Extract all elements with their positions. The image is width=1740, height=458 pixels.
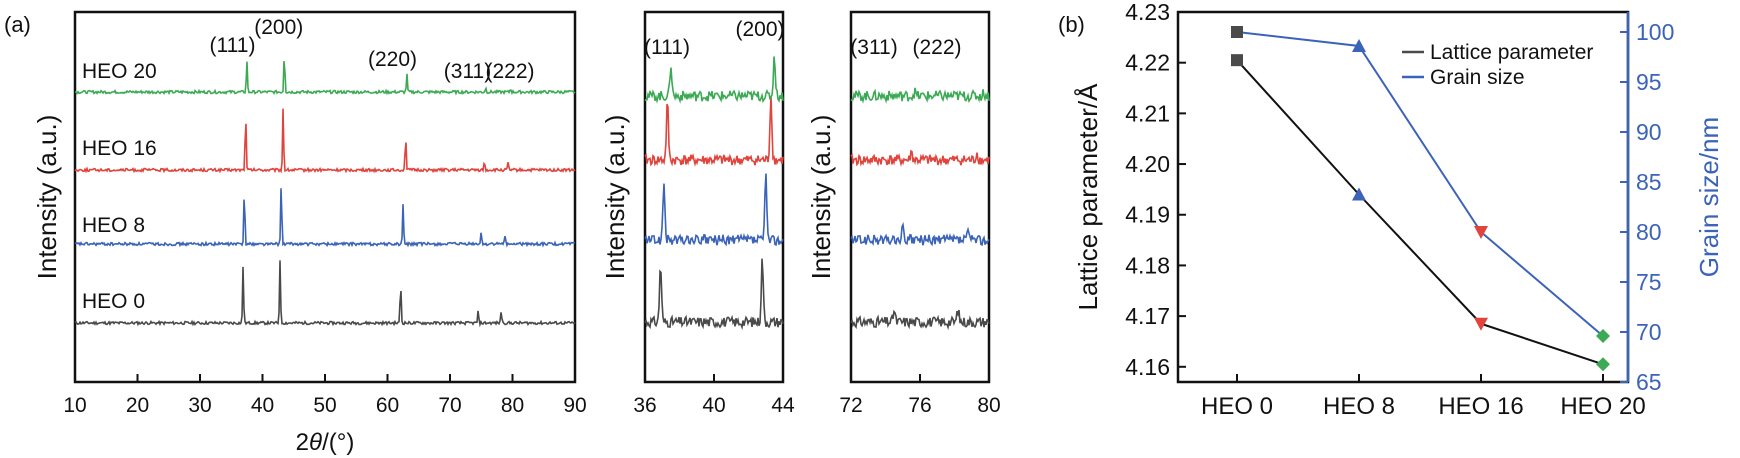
lattice-ytick-label: 4.19 xyxy=(1125,202,1170,228)
marker-lattice-parameter xyxy=(1596,357,1610,372)
legend-entry: Lattice parameter xyxy=(1430,41,1593,64)
xrd-full-xlabel: 2θ/(°) xyxy=(296,429,355,456)
xrd-full-xtick-label: 60 xyxy=(376,394,399,417)
xrd-z1-series-heo-8 xyxy=(644,173,784,247)
marker-grain-size xyxy=(1231,26,1243,38)
xrd-full-annotation: (111) xyxy=(210,34,256,57)
xrd-z1-series-heo-20 xyxy=(644,56,784,104)
lattice-ytick-label: 4.23 xyxy=(1125,0,1170,25)
xlabel-suffix: /(°) xyxy=(322,429,354,456)
lattice-ytick-label: 4.17 xyxy=(1125,303,1170,329)
xrd-full-xtick-label: 80 xyxy=(501,394,524,417)
series-label-heo-8: HEO 8 xyxy=(82,214,145,237)
xrd-z2-series-heo-8 xyxy=(850,221,990,247)
xrd-zoom-1-plot: 36 40 44 (111) (200) Intensity (a.u.) xyxy=(600,10,795,417)
grain-ytick-label: 100 xyxy=(1636,19,1674,45)
marker-lattice-parameter xyxy=(1231,54,1243,67)
xrd-z2-xtick-label: 72 xyxy=(839,394,862,417)
lattice-ytick-label: 4.16 xyxy=(1125,354,1170,380)
xrd-z2-series-heo-20 xyxy=(850,87,990,104)
panel-label-b: (b) xyxy=(1058,12,1085,37)
xrd-z1-annotation: (111) xyxy=(644,36,690,59)
xrd-z2-xtick-label: 76 xyxy=(908,394,931,417)
lattice-grain-frame xyxy=(1176,10,1630,384)
xrd-zoom-2-plot: 72 76 80 (311) (222) Intensity (a.u.) xyxy=(806,10,1001,417)
xrd-z2-annotation: (222) xyxy=(912,36,961,59)
xrd-full-series-heo-0 xyxy=(74,260,576,328)
xrd-full-series-heo-16 xyxy=(74,108,576,174)
category-tick-label: HEO 16 xyxy=(1438,393,1523,420)
legend-entry: Grain size xyxy=(1430,66,1525,89)
xrd-z2-xtick-label: 80 xyxy=(977,394,1000,417)
xrd-z2-series-heo-16 xyxy=(850,149,990,168)
series-label-heo-0: HEO 0 xyxy=(82,290,145,313)
xrd-zoom-1-ylabel: Intensity (a.u.) xyxy=(600,115,630,280)
xrd-full-xtick-label: 90 xyxy=(563,394,586,417)
lattice-ytick-label: 4.22 xyxy=(1125,50,1170,76)
marker-grain-size xyxy=(1474,226,1488,239)
xrd-z1-series-heo-16 xyxy=(644,95,784,168)
xrd-full-xtick-label: 30 xyxy=(188,394,211,417)
grain-ytick-label: 85 xyxy=(1636,169,1662,195)
xrd-full-xtick-label: 20 xyxy=(126,394,149,417)
xrd-full-ylabel: Intensity (a.u.) xyxy=(32,115,62,280)
xlabel-theta: θ xyxy=(309,429,322,456)
marker-lattice-parameter xyxy=(1474,317,1488,331)
xrd-z1-annotation: (200) xyxy=(735,18,784,41)
grain-ytick-label: 95 xyxy=(1636,69,1662,95)
xrd-full-annotation: (200) xyxy=(254,16,303,39)
xrd-full-annotation: (220) xyxy=(368,48,417,71)
lattice-ytick-label: 4.20 xyxy=(1125,151,1170,177)
xrd-full-xtick-label: 10 xyxy=(63,394,86,417)
xrd-z2-series-heo-0 xyxy=(850,309,990,331)
series-label-heo-20: HEO 20 xyxy=(82,60,157,83)
xrd-z1-xtick-label: 36 xyxy=(633,394,656,417)
category-tick-label: HEO 20 xyxy=(1560,393,1645,420)
grain-ytick-label: 90 xyxy=(1636,119,1662,145)
lattice-ytick-label: 4.18 xyxy=(1125,252,1170,278)
xrd-z1-series-heo-0 xyxy=(644,258,784,331)
category-tick-label: HEO 0 xyxy=(1201,393,1273,420)
xlabel-base: 2 xyxy=(296,429,309,456)
xrd-z2-annotation: (311) xyxy=(850,36,897,59)
xrd-full-plot: 10 20 30 40 50 60 70 80 90 HEO 0 HEO 8 HEO 16 HEO 2… xyxy=(32,10,587,456)
grain-ytick-label: 70 xyxy=(1636,319,1662,345)
category-tick-label: HEO 8 xyxy=(1323,393,1395,420)
xrd-z1-xtick-label: 44 xyxy=(771,394,795,417)
grain-ytick-label: 65 xyxy=(1636,369,1662,395)
xrd-full-annotation: (311) xyxy=(444,60,491,83)
marker-grain-size xyxy=(1352,39,1366,52)
xrd-full-series-heo-20 xyxy=(74,61,576,96)
lattice-ytick-label: 4.21 xyxy=(1125,100,1170,126)
xrd-full-xtick-label: 50 xyxy=(313,394,336,417)
xrd-full-series-heo-8 xyxy=(74,188,575,248)
xrd-z1-xtick-label: 40 xyxy=(702,394,725,417)
lattice-grain-plot: 4.16 4.17 4.18 4.19 4.20 4.21 4.22 4.23 65 70 75 80… xyxy=(1073,0,1724,420)
grain-ytick-label: 75 xyxy=(1636,269,1662,295)
xrd-full-xtick-label: 70 xyxy=(438,394,461,417)
lattice-ylabel: Lattice parameter/Å xyxy=(1073,83,1103,311)
grain-size-ylabel: Grain size/nm xyxy=(1694,117,1724,277)
panel-label-a: (a) xyxy=(4,12,31,37)
grain-ytick-label: 80 xyxy=(1636,219,1662,245)
xrd-full-xtick-label: 40 xyxy=(251,394,274,417)
xrd-zoom-2-ylabel: Intensity (a.u.) xyxy=(806,115,836,280)
line-grain-size xyxy=(1236,31,1604,337)
marker-grain-size xyxy=(1596,329,1610,343)
line-lattice-parameter xyxy=(1236,59,1604,366)
series-label-heo-16: HEO 16 xyxy=(82,137,157,160)
marker-lattice-parameter xyxy=(1352,187,1366,201)
xrd-full-annotation: (222) xyxy=(485,60,534,83)
